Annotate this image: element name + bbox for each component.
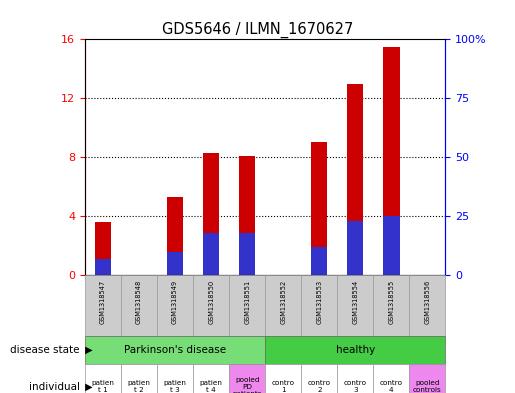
Text: GSM1318549: GSM1318549 (172, 280, 178, 324)
Text: GDS5646 / ILMN_1670627: GDS5646 / ILMN_1670627 (162, 22, 353, 38)
Bar (95, 259, 111, 275)
Bar (409, 364, 445, 393)
Bar (239, 233, 255, 275)
Text: contro
3: contro 3 (344, 380, 367, 393)
Text: GSM1318548: GSM1318548 (136, 280, 142, 324)
Text: pooled
controls: pooled controls (413, 380, 442, 393)
Text: patien
t 4: patien t 4 (200, 380, 222, 393)
Text: Parkinson's disease: Parkinson's disease (124, 345, 226, 355)
Bar (383, 216, 400, 275)
Bar (157, 364, 193, 393)
Text: contro
2: contro 2 (308, 380, 331, 393)
Bar (121, 364, 157, 393)
Text: GSM1318547: GSM1318547 (100, 280, 106, 324)
Bar (373, 364, 409, 393)
Bar (193, 364, 229, 393)
Bar (347, 221, 364, 275)
Text: GSM1318555: GSM1318555 (388, 280, 394, 324)
Bar (167, 197, 183, 275)
Bar (85, 364, 121, 393)
Bar (265, 336, 445, 364)
Bar (95, 222, 111, 275)
Text: GSM1318553: GSM1318553 (316, 280, 322, 324)
Bar (337, 275, 373, 336)
Text: disease state: disease state (10, 345, 80, 355)
Bar (157, 275, 193, 336)
Text: patien
t 1: patien t 1 (92, 380, 114, 393)
Bar (347, 83, 364, 275)
Bar (239, 156, 255, 275)
Text: GSM1318551: GSM1318551 (244, 280, 250, 324)
Text: GSM1318556: GSM1318556 (424, 280, 431, 324)
Text: ▶: ▶ (82, 382, 93, 392)
Text: healthy: healthy (336, 345, 375, 355)
Bar (265, 364, 301, 393)
Text: GSM1318550: GSM1318550 (208, 280, 214, 324)
Text: patien
t 3: patien t 3 (164, 380, 186, 393)
Text: GSM1318554: GSM1318554 (352, 280, 358, 324)
Bar (203, 233, 219, 275)
Text: pooled
PD
patients: pooled PD patients (232, 377, 262, 393)
Bar (301, 364, 337, 393)
Bar (311, 142, 328, 275)
Bar (383, 47, 400, 275)
Bar (193, 275, 229, 336)
Text: contro
1: contro 1 (272, 380, 295, 393)
Bar (203, 153, 219, 275)
Bar (265, 275, 301, 336)
Bar (85, 275, 121, 336)
Text: individual: individual (29, 382, 80, 392)
Bar (229, 364, 265, 393)
Bar (301, 275, 337, 336)
Bar (409, 275, 445, 336)
Text: GSM1318552: GSM1318552 (280, 280, 286, 324)
Bar (85, 336, 265, 364)
Bar (373, 275, 409, 336)
Bar (337, 364, 373, 393)
Bar (229, 275, 265, 336)
Text: ▶: ▶ (82, 345, 93, 355)
Bar (311, 247, 328, 275)
Bar (167, 252, 183, 275)
Bar (121, 275, 157, 336)
Text: contro
4: contro 4 (380, 380, 403, 393)
Text: patien
t 2: patien t 2 (128, 380, 150, 393)
